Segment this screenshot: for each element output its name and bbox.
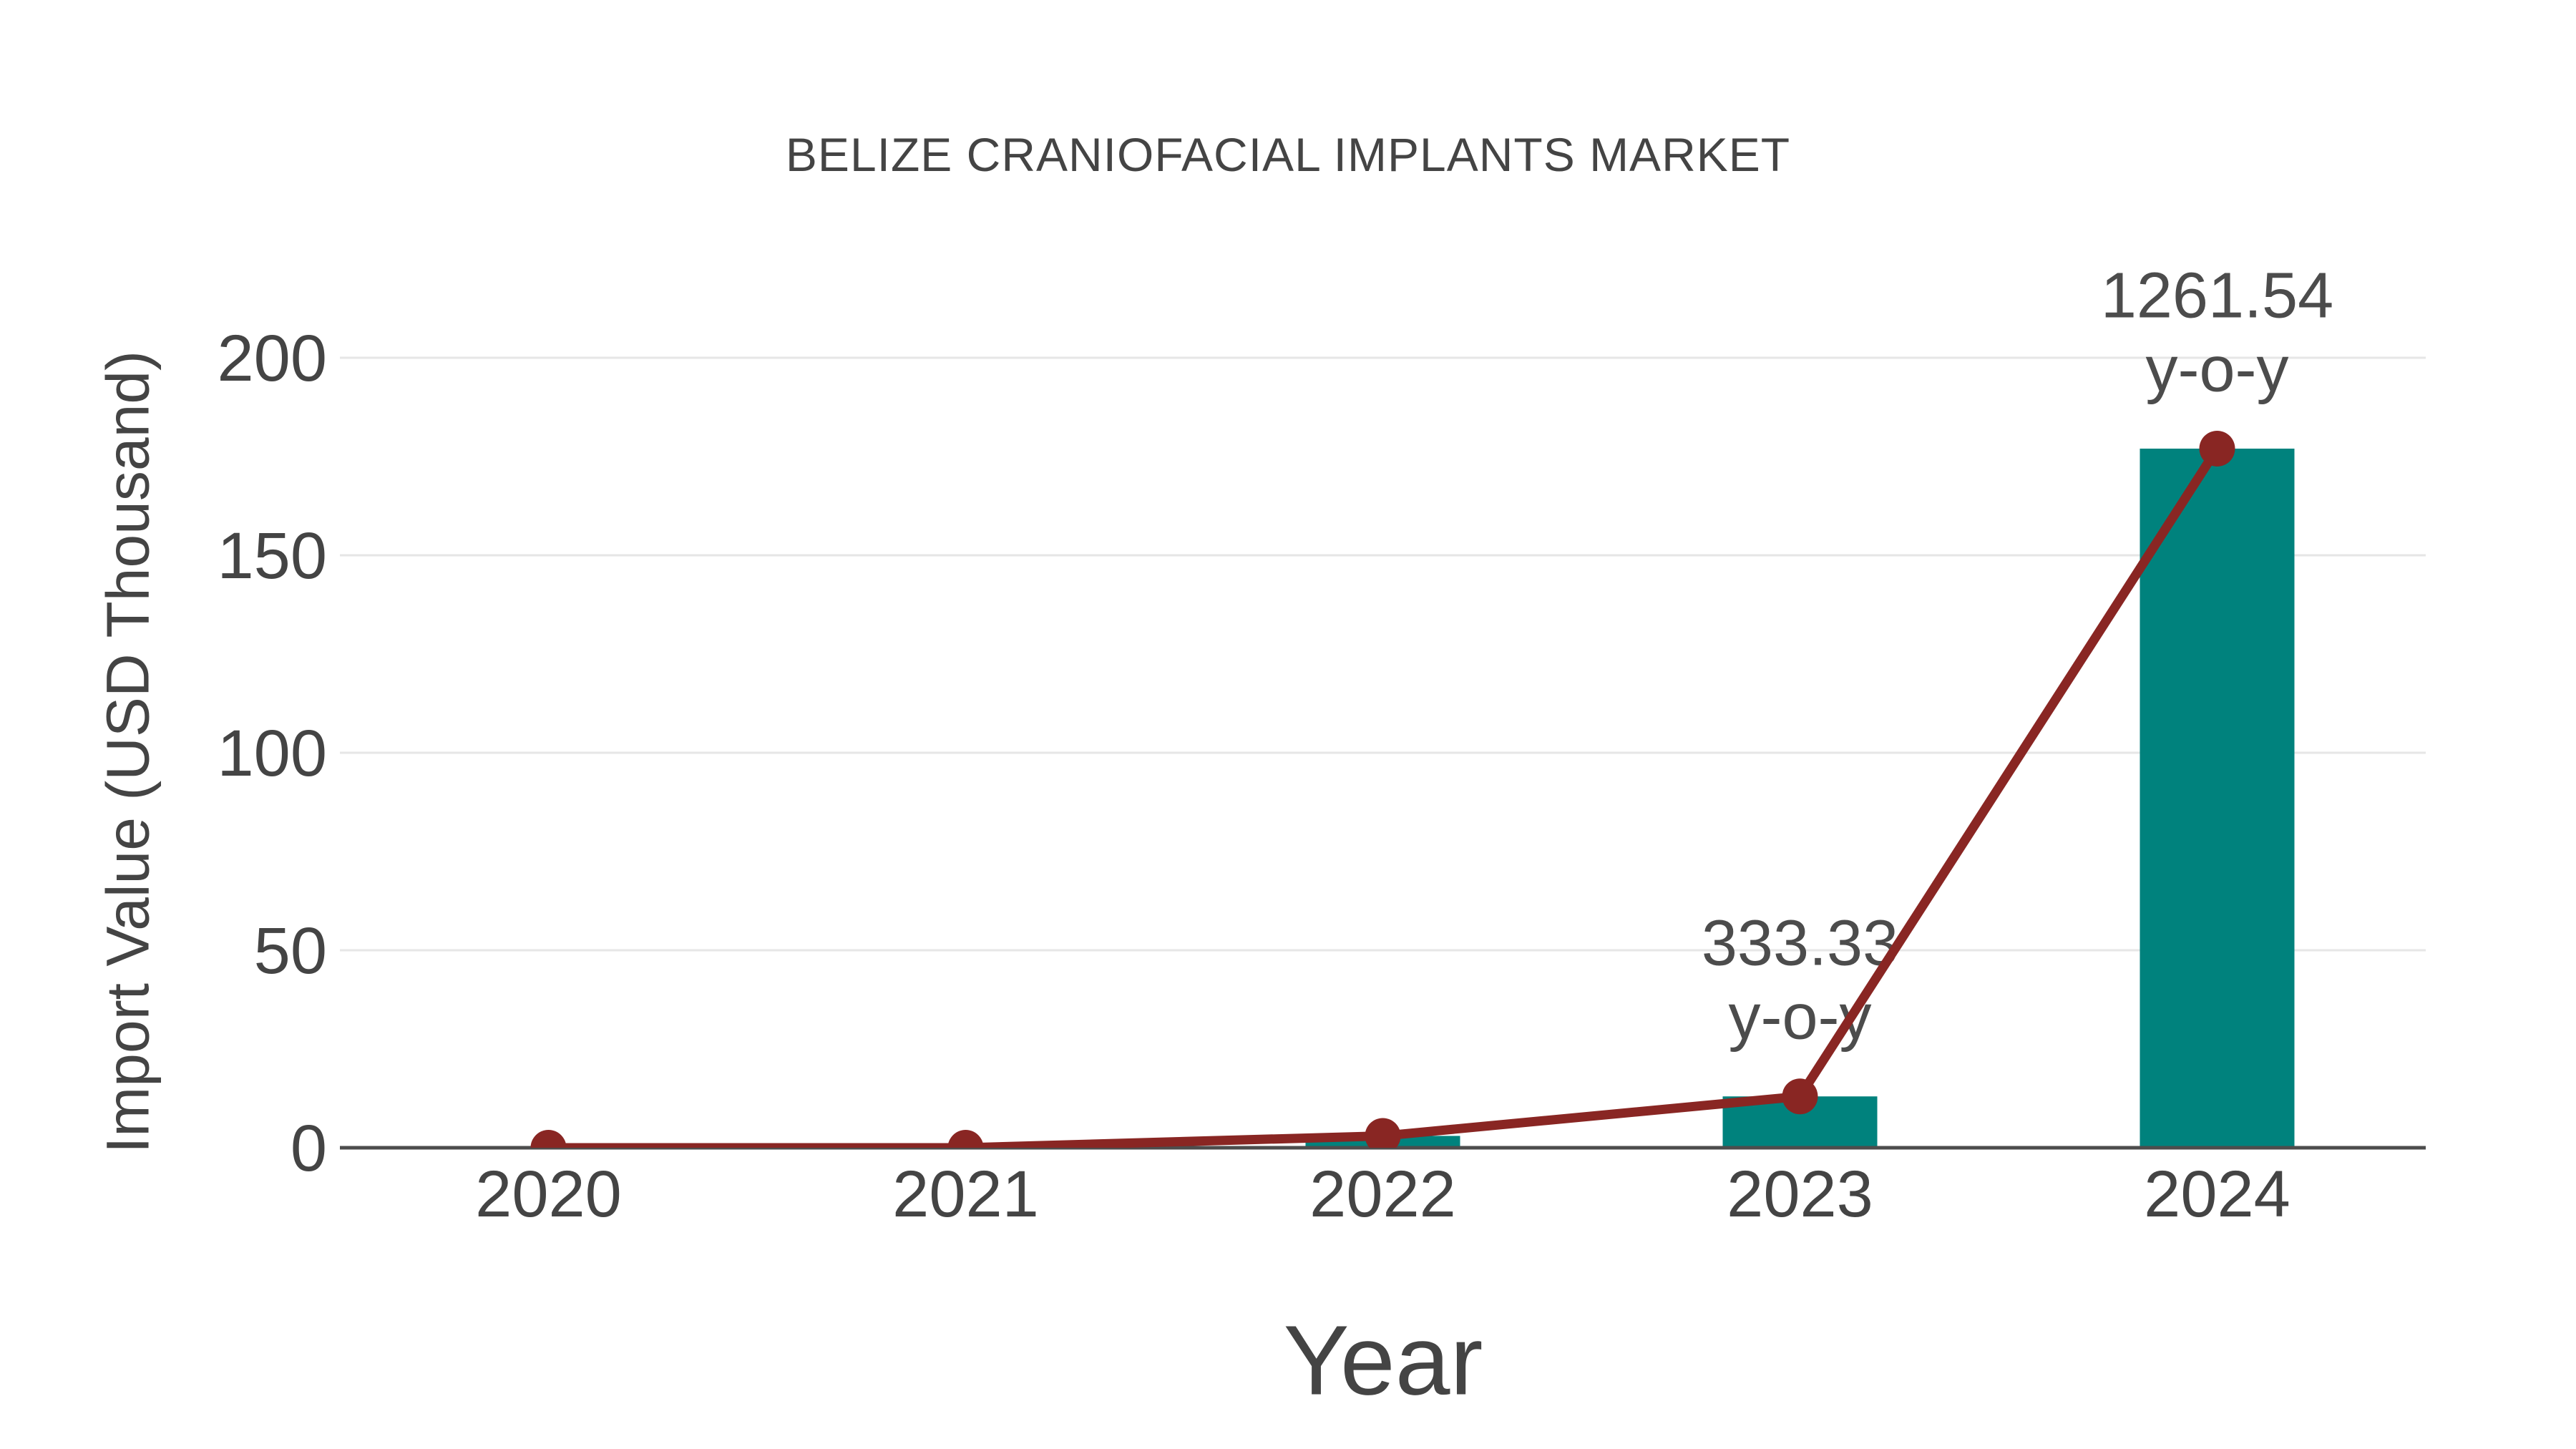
y-tick-label: 150 [218, 519, 328, 592]
trend-line [548, 446, 2221, 1148]
x-tick-label: 2020 [475, 1158, 622, 1231]
data-point-marker [2199, 430, 2235, 467]
y-tick-label: 200 [218, 322, 328, 395]
annotation-value: 333.33 [1702, 908, 1898, 980]
annotation-label: y-o-y [2146, 333, 2289, 405]
x-tick-label: 2021 [892, 1158, 1039, 1231]
bar [2140, 448, 2295, 1148]
y-tick-label: 50 [254, 914, 327, 987]
data-point-marker [530, 1130, 567, 1148]
data-point-marker [947, 1130, 984, 1148]
x-tick-label: 2022 [1309, 1158, 1456, 1231]
x-axis-title: Year [1283, 1305, 1483, 1416]
data-point-marker [1782, 1078, 1818, 1115]
annotation-value: 1261.54 [2101, 260, 2333, 331]
y-tick-label: 0 [291, 1112, 327, 1185]
data-point-marker [1365, 1118, 1401, 1148]
y-tick-label: 100 [218, 717, 328, 790]
x-tick-label: 2023 [1727, 1158, 1873, 1231]
chart-title: BELIZE CRANIOFACIAL IMPLANTS MARKET [785, 128, 1791, 181]
x-tick-label: 2024 [2144, 1158, 2290, 1231]
